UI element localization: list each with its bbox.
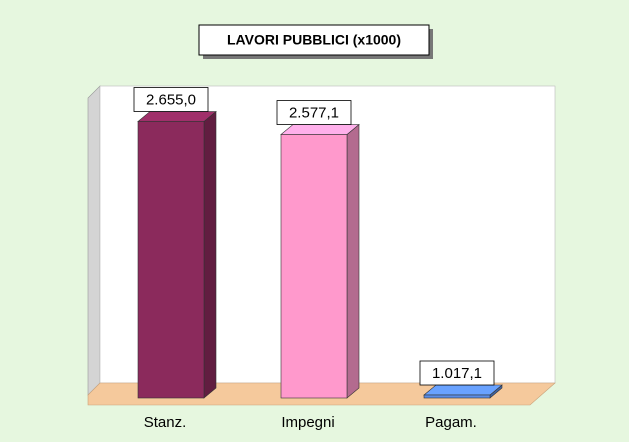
side-wall xyxy=(87,85,101,396)
bar-top xyxy=(137,111,217,122)
value-label-box xyxy=(419,360,495,386)
value-label: 2.655,0 xyxy=(146,91,196,108)
chart-title: LAVORI PUBBLICI (x1000) xyxy=(227,32,401,48)
title-box xyxy=(198,24,430,56)
x-tick-label: Stanz. xyxy=(144,414,187,431)
bar-top xyxy=(423,384,503,396)
value-label: 2.577,1 xyxy=(289,105,339,122)
bar xyxy=(280,134,348,399)
value-label-box xyxy=(133,87,209,112)
bar xyxy=(423,394,491,399)
bar-top xyxy=(280,124,360,135)
value-label: 1.017,1 xyxy=(432,365,482,382)
bar xyxy=(137,121,205,399)
value-label-box xyxy=(276,100,352,125)
bar-side xyxy=(203,110,217,399)
x-tick-label: Pagam. xyxy=(425,414,477,431)
x-tick-label: Impegni xyxy=(281,414,334,431)
bar-side xyxy=(346,123,360,399)
